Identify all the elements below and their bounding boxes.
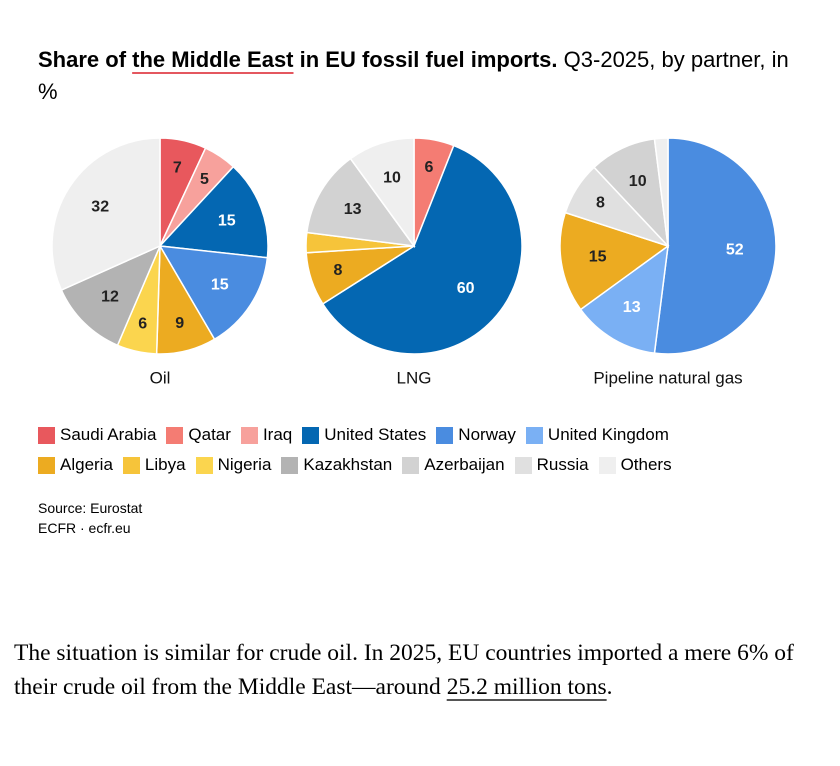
slice-oil-norway xyxy=(158,245,269,341)
legend-swatch xyxy=(195,456,213,474)
data-label-lng-algeria: 8 xyxy=(334,262,343,279)
legend-label: Algeria xyxy=(60,455,113,474)
article-end: . xyxy=(606,674,613,700)
legend-label: Kazakhstan xyxy=(303,455,393,474)
legend-item-norway: Norway xyxy=(436,425,516,445)
article-text: The situation is similar for crude oil. … xyxy=(14,640,794,700)
legend-item-nigeria: Nigeria xyxy=(195,455,272,475)
legend-item-united-states: United States xyxy=(302,425,426,445)
legend-label: Nigeria xyxy=(217,455,272,474)
legend-item-azerbaijan: Azerbaijan xyxy=(402,455,505,475)
data-label-oil-nigeria: 6 xyxy=(138,316,147,333)
data-label-oil-algeria: 9 xyxy=(175,315,184,332)
credit-line: ECFR · ecfr.eu xyxy=(38,520,131,536)
legend-swatch xyxy=(525,426,543,444)
legend-item-iraq: Iraq xyxy=(240,425,293,445)
pie-charts: 7 5 15 15 9 6 12 32 Oil 6 60 8 13 10 LNG 52 13 15 8 10 Pipel… xyxy=(51,137,777,388)
title-highlight: the Middle East xyxy=(132,47,294,72)
pie-oil: 7 5 15 15 9 6 12 32 xyxy=(51,137,269,355)
data-label-pipeline-natural-gas-russia: 8 xyxy=(596,195,605,212)
legend-item-libya: Libya xyxy=(122,455,186,475)
chart-caption-oil: Oil xyxy=(150,369,171,388)
legend-item-others: Others xyxy=(598,455,672,475)
legend-item-russia: Russia xyxy=(514,455,589,475)
slice-oil-united-states xyxy=(158,165,269,259)
slice-lng-others xyxy=(349,137,415,249)
legend: Saudi Arabia Qatar Iraq United States Norway… xyxy=(38,420,818,480)
legend-item-saudi-arabia: Saudi Arabia xyxy=(38,425,156,445)
legend-label: Qatar xyxy=(188,425,231,444)
slice-lng-united-states xyxy=(321,144,523,355)
legend-label: Iraq xyxy=(262,425,293,444)
legend-label: Saudi Arabia xyxy=(60,425,157,444)
legend-swatch xyxy=(514,456,532,474)
legend-item-algeria: Algeria xyxy=(38,455,113,475)
legend-swatch xyxy=(402,456,420,474)
data-label-oil-united-states: 15 xyxy=(218,213,236,230)
pie-pipeline-natural-gas: 52 13 15 8 10 xyxy=(559,137,777,355)
legend-label: Others xyxy=(620,455,672,474)
data-label-lng-others: 10 xyxy=(383,170,401,187)
slice-pipeline-natural-gas-united-kingdom xyxy=(579,244,669,354)
legend-item-qatar: Qatar xyxy=(166,425,231,445)
article-paragraph: The situation is similar for crude oil. … xyxy=(14,636,824,704)
legend-swatch xyxy=(598,456,616,474)
data-label-oil-others: 32 xyxy=(91,199,109,216)
legend-swatch xyxy=(240,426,258,444)
slice-lng-azerbaijan xyxy=(306,157,416,247)
chart-title: Share of the Middle East in EU fossil fu… xyxy=(38,44,808,108)
data-label-oil-norway: 15 xyxy=(211,276,229,293)
legend-swatch xyxy=(122,456,140,474)
legend-swatch xyxy=(38,426,55,444)
chart-caption-lng: LNG xyxy=(397,369,432,388)
data-label-pipeline-natural-gas-united-kingdom: 13 xyxy=(623,299,641,316)
slice-oil-others xyxy=(51,137,161,292)
legend-label: Norway xyxy=(458,425,516,444)
legend-swatch xyxy=(38,456,55,474)
data-label-lng-azerbaijan: 13 xyxy=(344,201,362,218)
data-label-pipeline-natural-gas-norway: 52 xyxy=(726,242,744,259)
legend-row: Saudi Arabia Qatar Iraq United States Norway… xyxy=(38,420,818,450)
legend-item-united-kingdom: United Kingdom xyxy=(525,425,669,445)
legend-item-kazakhstan: Kazakhstan xyxy=(281,455,392,475)
data-label-oil-kazakhstan: 12 xyxy=(101,288,119,305)
legend-label: Russia xyxy=(536,455,589,474)
title-bold-pre: Share of xyxy=(38,47,133,72)
legend-swatch xyxy=(302,426,320,444)
source-line: Source: Eurostat xyxy=(38,500,143,516)
chart-caption-pipeline-natural-gas: Pipeline natural gas xyxy=(593,369,742,388)
data-label-oil-iraq: 5 xyxy=(200,171,209,188)
title-bold-post: in EU fossil fuel imports. xyxy=(293,47,558,72)
legend-row: Algeria Libya Nigeria Kazakhstan Azerbaijan R… xyxy=(38,450,818,480)
legend-label: Libya xyxy=(144,455,186,474)
legend-swatch xyxy=(436,426,454,444)
legend-label: United Kingdom xyxy=(547,425,669,444)
source-note: Source: Eurostat ECFR · ecfr.eu xyxy=(38,498,142,538)
legend-swatch xyxy=(166,426,184,444)
data-label-pipeline-natural-gas-azerbaijan: 10 xyxy=(629,173,647,190)
slice-pipeline-natural-gas-algeria xyxy=(559,211,670,311)
legend-label: United States xyxy=(324,425,427,444)
data-label-lng-qatar: 6 xyxy=(425,159,434,176)
data-label-oil-saudi-arabia: 7 xyxy=(173,160,182,177)
data-label-lng-united-states: 60 xyxy=(457,280,475,297)
slice-pipeline-natural-gas-norway xyxy=(653,137,777,355)
data-label-pipeline-natural-gas-algeria: 15 xyxy=(589,249,607,266)
legend-label: Azerbaijan xyxy=(424,455,505,474)
slice-oil-kazakhstan xyxy=(60,244,162,347)
legend-swatch xyxy=(281,456,299,474)
title-subtitle: Q3-2025, by partner, in % xyxy=(38,47,789,104)
article-link[interactable]: 25.2 million tons xyxy=(446,674,607,700)
pie-lng: 6 60 8 13 10 xyxy=(305,137,523,355)
slice-pipeline-natural-gas-others xyxy=(653,137,669,247)
